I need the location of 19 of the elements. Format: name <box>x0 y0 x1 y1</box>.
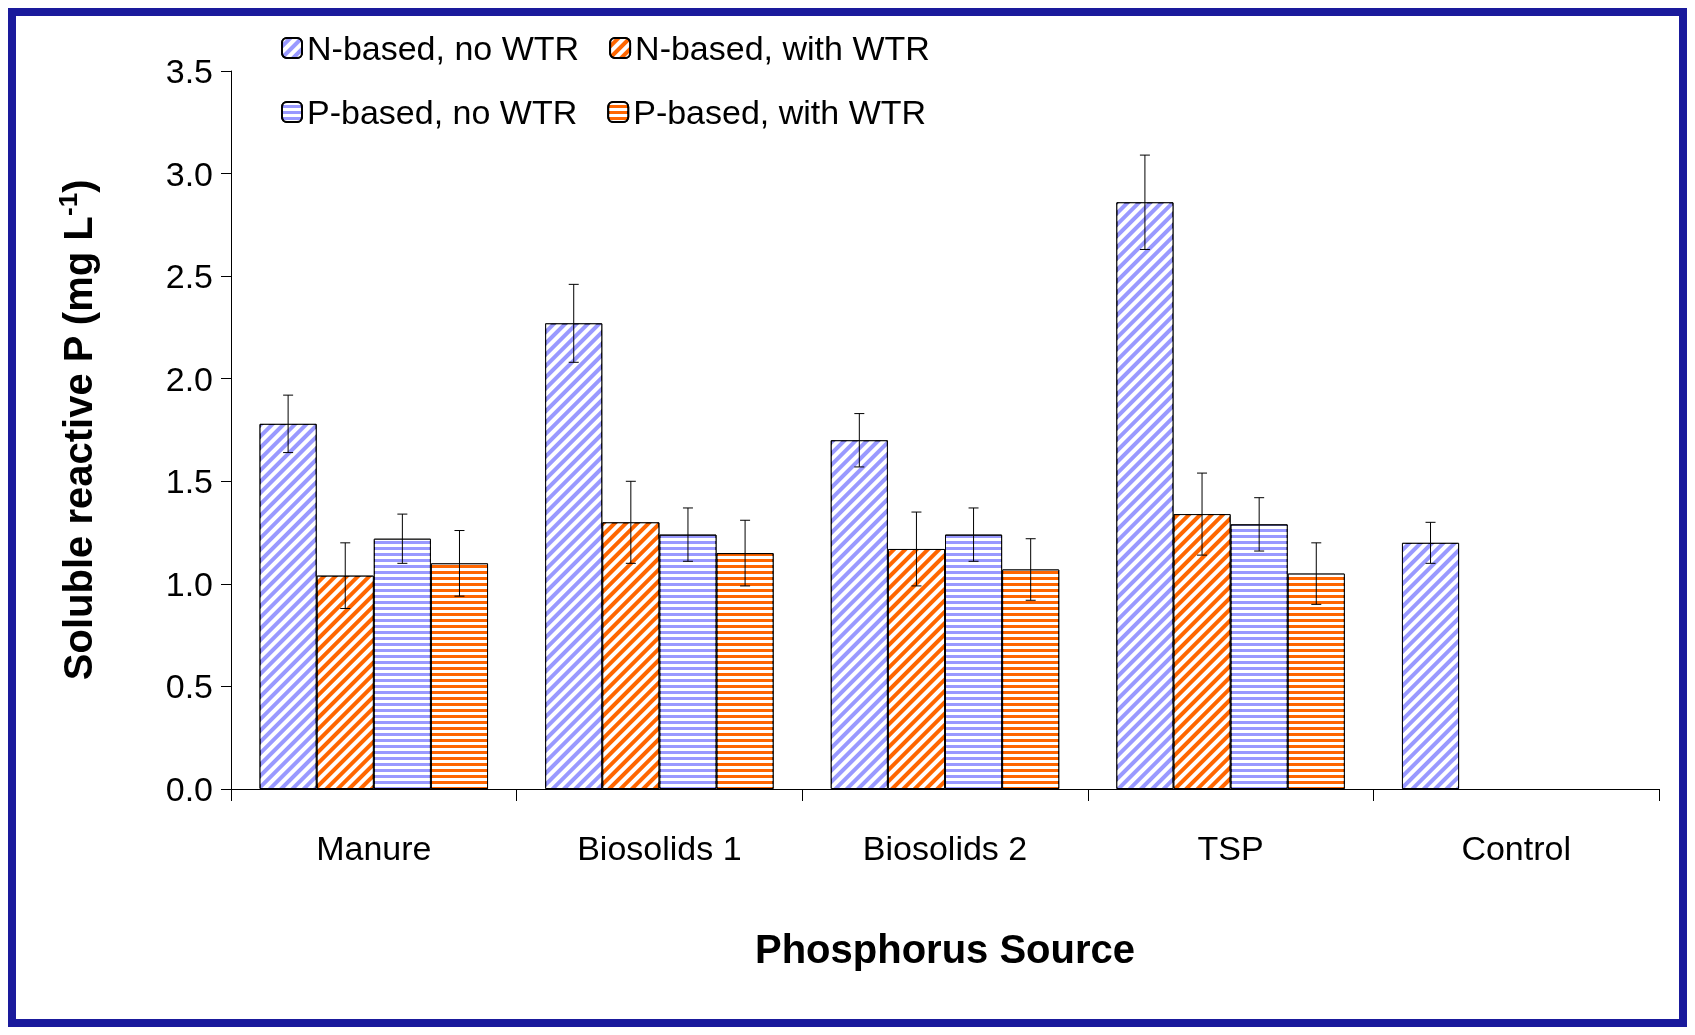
y-tick-label: 2.5 <box>165 257 213 296</box>
y-axis-title: Soluble reactive P (mg L-1) <box>53 179 100 681</box>
x-tick-label: Manure <box>316 829 432 867</box>
y-tick-label: 3.0 <box>165 154 213 193</box>
x-tick-label: TSP <box>1197 829 1264 867</box>
x-axis-title: Phosphorus Source <box>754 927 1136 971</box>
legend-label: N-based, no WTR <box>307 29 580 67</box>
y-tick-label: 2.0 <box>165 359 213 398</box>
legend-label: P-based, with WTR <box>633 93 927 131</box>
legend-label: P-based, no WTR <box>307 93 578 131</box>
y-tick-label: 0.0 <box>165 770 213 808</box>
y-tick-label: 1.5 <box>165 462 213 501</box>
x-tick-label: Control <box>1461 829 1571 867</box>
y-tick-label: 0.5 <box>165 667 213 706</box>
legend-label: N-based, with WTR <box>635 29 930 67</box>
y-tick-label: 3.5 <box>165 52 213 90</box>
x-tick-label: Biosolids 1 <box>577 829 742 867</box>
y-tick-label: 1.0 <box>165 564 213 603</box>
x-tick-label: Biosolids 2 <box>862 829 1028 867</box>
